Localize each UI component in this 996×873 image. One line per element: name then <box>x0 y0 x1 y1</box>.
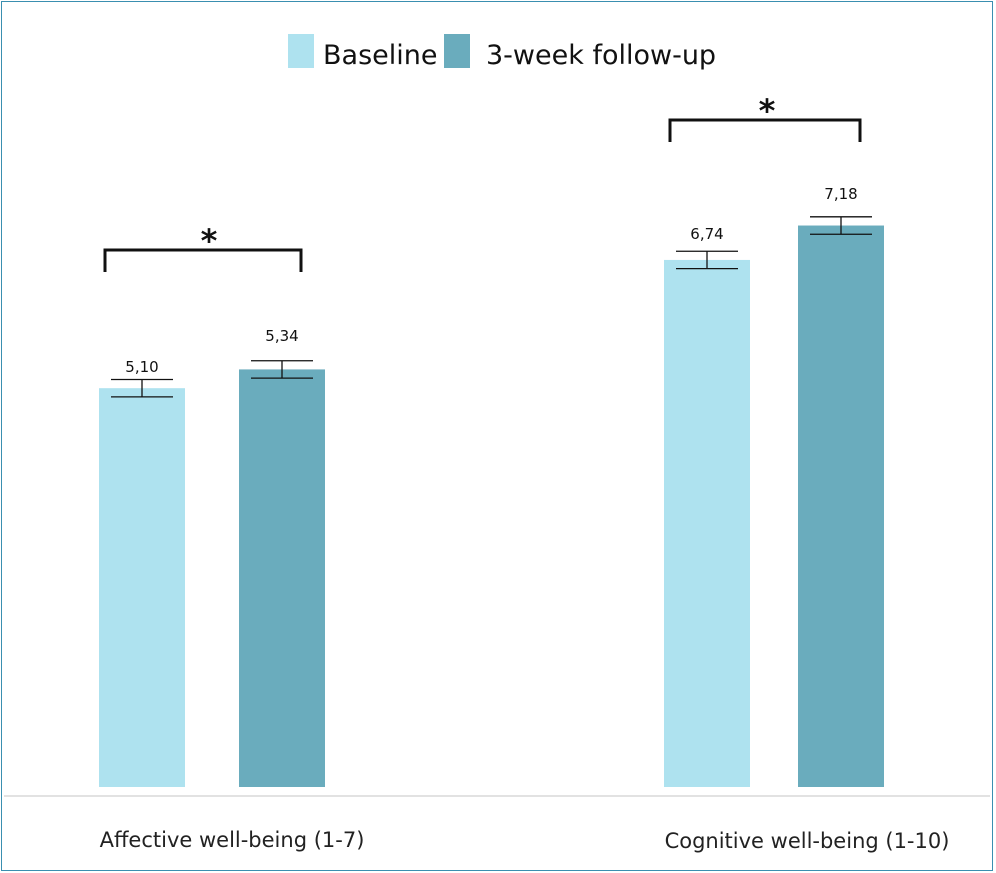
error-bar-cognitive-follow-up <box>810 216 872 235</box>
error-bar-affective-baseline <box>111 378 173 398</box>
legend-label-follow-up: 3-week follow-up <box>486 40 716 71</box>
category-label-affective: Affective well-being (1-7) <box>100 828 365 852</box>
legend-label-baseline: Baseline <box>323 40 437 71</box>
value-label-cognitive-baseline: 6,74 <box>690 225 723 243</box>
error-bar-cognitive-baseline <box>676 250 738 270</box>
significance-bracket-affective <box>103 248 303 272</box>
category-label-cognitive: Cognitive well-being (1-10) <box>665 829 950 853</box>
value-label-affective-follow-up: 5,34 <box>265 327 298 345</box>
bar-affective-follow-up <box>239 369 325 787</box>
bar-affective-baseline <box>99 388 185 787</box>
bar-cognitive-follow-up <box>798 225 884 788</box>
significance-star-affective: * <box>201 222 218 260</box>
value-label-affective-baseline: 5,10 <box>125 358 158 376</box>
legend-swatch-baseline <box>288 34 314 68</box>
legend-swatch-follow-up <box>444 34 470 68</box>
bar-cognitive-baseline <box>664 259 750 787</box>
error-bar-affective-follow-up <box>251 360 313 379</box>
significance-star-cognitive: * <box>759 92 776 130</box>
legend: Baseline 3-week follow-up <box>288 34 716 71</box>
value-label-cognitive-follow-up: 7,18 <box>824 185 857 203</box>
significance-bracket-cognitive <box>668 118 862 142</box>
